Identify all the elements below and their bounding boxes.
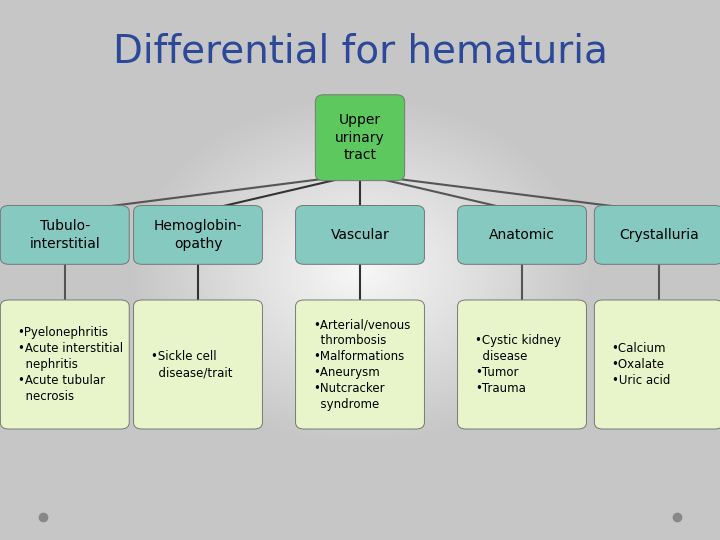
Text: Differential for hematuria: Differential for hematuria — [112, 32, 608, 70]
Text: •Arterial/venous
  thrombosis
•Malformations
•Aneurysm
•Nutcracker
  syndrome: •Arterial/venous thrombosis •Malformatio… — [312, 318, 410, 411]
Text: •Sickle cell
  disease/trait: •Sickle cell disease/trait — [151, 350, 233, 379]
FancyBboxPatch shape — [595, 300, 720, 429]
Text: •Calcium
•Oxalate
•Uric acid: •Calcium •Oxalate •Uric acid — [612, 342, 670, 387]
FancyBboxPatch shape — [595, 206, 720, 265]
FancyBboxPatch shape — [134, 300, 262, 429]
Text: Crystalluria: Crystalluria — [619, 228, 698, 242]
FancyBboxPatch shape — [0, 206, 130, 265]
FancyBboxPatch shape — [134, 206, 262, 265]
Text: Vascular: Vascular — [330, 228, 390, 242]
FancyBboxPatch shape — [296, 206, 424, 265]
FancyBboxPatch shape — [296, 300, 424, 429]
FancyBboxPatch shape — [458, 206, 587, 265]
FancyBboxPatch shape — [458, 300, 587, 429]
Text: Hemoglobin-
opathy: Hemoglobin- opathy — [154, 219, 242, 251]
Text: •Pyelonephritis
•Acute interstitial
  nephritis
•Acute tubular
  necrosis: •Pyelonephritis •Acute interstitial neph… — [17, 326, 123, 403]
Text: Anatomic: Anatomic — [489, 228, 555, 242]
FancyBboxPatch shape — [315, 95, 405, 180]
FancyBboxPatch shape — [0, 300, 130, 429]
Text: •Cystic kidney
  disease
•Tumor
•Trauma: •Cystic kidney disease •Tumor •Trauma — [475, 334, 561, 395]
Text: Upper
urinary
tract: Upper urinary tract — [335, 113, 385, 162]
Text: Tubulo-
interstitial: Tubulo- interstitial — [30, 219, 100, 251]
